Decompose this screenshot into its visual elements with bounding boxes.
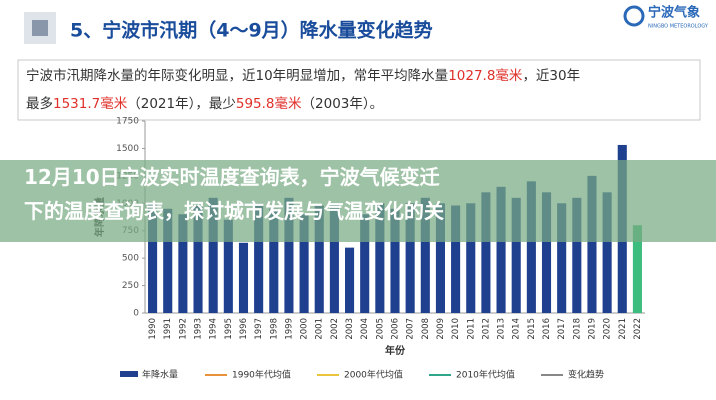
legend-label: 变化趋势 bbox=[568, 369, 604, 381]
bar bbox=[587, 175, 597, 313]
summary-segment: 1027.8毫米 bbox=[448, 67, 523, 84]
y-tick-label: 500 bbox=[122, 254, 139, 264]
logo-name: 宁波气象 bbox=[648, 5, 700, 21]
x-tick-label: 1990 bbox=[148, 318, 158, 340]
legend-label: 年降水量 bbox=[142, 369, 178, 381]
x-tick-label: 2009 bbox=[436, 318, 446, 340]
bar bbox=[254, 203, 264, 313]
bar bbox=[481, 192, 491, 313]
bar bbox=[435, 203, 445, 313]
x-tick-label: 2007 bbox=[406, 318, 416, 340]
x-tick-label: 2012 bbox=[481, 318, 491, 340]
bar bbox=[284, 197, 294, 313]
x-tick-label: 2002 bbox=[330, 318, 340, 340]
bar bbox=[541, 192, 552, 313]
summary-text: 宁波市汛期降水量的年际变化明显，近10年明显增加，常年平均降水量1027.8毫米… bbox=[26, 67, 580, 112]
summary-segment: ，近30年 bbox=[522, 68, 580, 84]
x-tick-label: 1992 bbox=[178, 318, 188, 340]
x-tick-label: 2008 bbox=[421, 318, 431, 340]
bar bbox=[451, 205, 461, 313]
x-tick-label: 2014 bbox=[512, 318, 522, 340]
x-tick-label: 2022 bbox=[633, 318, 643, 340]
overlay-title: 12月10日宁波实时温度查询表，宁波气候变迁 下的温度查询表，探讨城市发展与气温变… bbox=[0, 160, 716, 242]
x-tick-label: 2015 bbox=[527, 318, 537, 340]
x-tick-label: 2005 bbox=[375, 318, 385, 340]
bar bbox=[223, 219, 233, 313]
summary-segment: 宁波市汛期降水量的年际变化明显，近10年明显增加，常年平均降水量 bbox=[26, 67, 448, 84]
x-tick-label: 1993 bbox=[194, 318, 204, 340]
x-tick-label: 1994 bbox=[209, 318, 219, 340]
summary-segment: （2021年），最少 bbox=[127, 96, 236, 112]
legend-label: 1990年代均值 bbox=[232, 369, 291, 381]
header-icon-inner bbox=[32, 20, 48, 36]
bar bbox=[632, 225, 642, 313]
x-tick-label: 2020 bbox=[603, 318, 613, 340]
bar bbox=[163, 208, 173, 313]
bar bbox=[466, 203, 476, 313]
summary-segment: 1531.7毫米 bbox=[53, 95, 128, 112]
bar bbox=[420, 197, 430, 313]
bar bbox=[299, 214, 309, 313]
legend-label: 2000年代均值 bbox=[344, 369, 403, 381]
x-tick-label: 2010 bbox=[451, 318, 461, 340]
logo-subtitle: NINGBO METEOROLOGY bbox=[648, 24, 709, 30]
y-tick-label: 0 bbox=[133, 309, 139, 319]
x-tick-label: 2016 bbox=[542, 318, 552, 340]
bar bbox=[375, 203, 385, 313]
x-tick-label: 2011 bbox=[466, 318, 476, 340]
x-tick-label: 1998 bbox=[269, 318, 279, 340]
x-tick-label: 2021 bbox=[618, 318, 628, 340]
overlay-line: 下的温度查询表，探讨城市发展与气温变化的关 bbox=[24, 199, 444, 223]
x-tick-label: 2017 bbox=[557, 318, 567, 340]
logo-mark bbox=[623, 5, 645, 27]
x-tick-label: 1995 bbox=[224, 318, 234, 340]
x-tick-label: 2013 bbox=[497, 318, 507, 340]
bar bbox=[360, 214, 370, 313]
x-axis-label: 年份 bbox=[385, 344, 406, 357]
x-tick-label: 2003 bbox=[345, 318, 355, 340]
x-tick-label: 1997 bbox=[254, 318, 264, 340]
bar bbox=[390, 208, 400, 313]
bar bbox=[405, 203, 415, 313]
x-tick-label: 2000 bbox=[300, 318, 310, 340]
x-tick-label: 2006 bbox=[391, 318, 401, 340]
y-tick-label: 250 bbox=[122, 281, 139, 291]
x-tick-label: 2004 bbox=[360, 318, 370, 340]
bar bbox=[496, 186, 506, 313]
summary-box bbox=[17, 59, 701, 121]
bar bbox=[208, 197, 218, 313]
bar bbox=[572, 197, 582, 313]
bar bbox=[511, 197, 521, 313]
summary-segment: （2003年）。 bbox=[302, 96, 384, 112]
legend-swatch bbox=[120, 371, 138, 377]
overlay-line: 12月10日宁波实时温度查询表，宁波气候变迁 bbox=[24, 165, 440, 189]
y-tick-label: 1750 bbox=[116, 117, 139, 127]
summary-segment: 595.8毫米 bbox=[236, 95, 302, 112]
bar bbox=[314, 205, 324, 313]
legend-label: 2010年代均值 bbox=[456, 369, 515, 381]
header-title: 5、宁波市汛期（4～9月）降水量变化趋势 bbox=[70, 19, 433, 42]
bar bbox=[329, 203, 339, 313]
bar bbox=[148, 203, 158, 313]
bar bbox=[178, 214, 188, 313]
bar bbox=[345, 247, 355, 313]
summary-segment: 最多 bbox=[26, 95, 53, 112]
x-tick-label: 1999 bbox=[284, 318, 294, 340]
x-tick-label: 2018 bbox=[572, 318, 582, 340]
bar bbox=[602, 192, 612, 313]
x-tick-label: 2001 bbox=[315, 318, 325, 340]
x-tick-label: 2019 bbox=[587, 318, 597, 340]
x-tick-label: 1996 bbox=[239, 318, 249, 340]
x-tick-label: 1991 bbox=[163, 318, 173, 340]
bar bbox=[557, 203, 567, 313]
bar bbox=[269, 208, 279, 313]
bar bbox=[193, 205, 203, 313]
y-tick-label: 1500 bbox=[116, 144, 139, 154]
bar bbox=[526, 181, 536, 313]
bar bbox=[238, 242, 249, 313]
